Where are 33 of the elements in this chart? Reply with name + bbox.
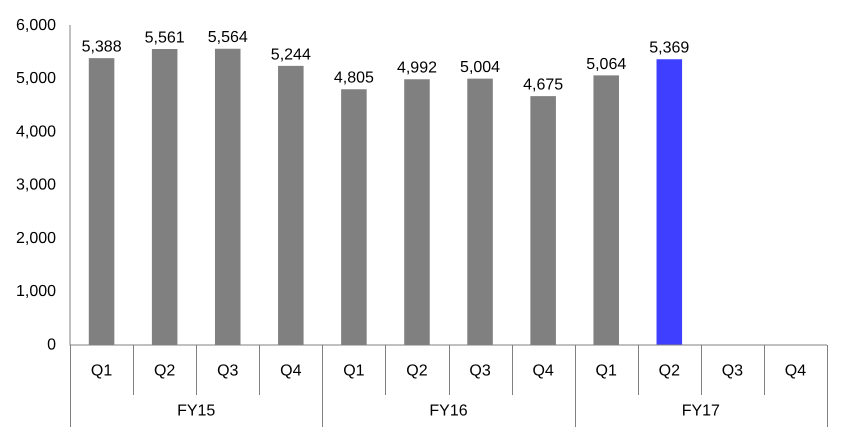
x-tick-label: Q1 bbox=[596, 362, 617, 380]
y-tick-label: 6,000 bbox=[16, 17, 56, 34]
data-label: 4,675 bbox=[523, 76, 564, 94]
y-tick-label: 0 bbox=[47, 336, 56, 354]
x-tick-label: Q2 bbox=[658, 362, 680, 380]
x-tick-label: Q1 bbox=[90, 362, 112, 380]
y-tick-label: 2,000 bbox=[16, 230, 56, 247]
data-label: 5,369 bbox=[649, 40, 690, 57]
text: FY15 bbox=[177, 402, 216, 420]
x-tick-label: Q3 bbox=[469, 362, 491, 380]
x-tick-label: Q2 bbox=[406, 362, 428, 380]
x-tick-label: Q4 bbox=[532, 362, 554, 380]
y-tick-label: 3,000 bbox=[16, 176, 56, 194]
y-tick-label: 5,000 bbox=[16, 70, 56, 88]
data-label: 4,992 bbox=[396, 60, 438, 77]
x-tick-label: Q3 bbox=[722, 362, 744, 380]
data-label: 5,004 bbox=[460, 59, 500, 76]
text: FY17 bbox=[682, 402, 720, 420]
data-label: 5,561 bbox=[144, 29, 185, 46]
x-tick-label: Q1 bbox=[343, 362, 365, 380]
data-label: 5,564 bbox=[208, 29, 248, 46]
data-label: 4,805 bbox=[334, 70, 374, 87]
data-label: 5,244 bbox=[270, 46, 311, 64]
x-tick-label: Q4 bbox=[784, 362, 806, 380]
x-tick-label: Q2 bbox=[154, 362, 176, 380]
data-label: 5,064 bbox=[586, 56, 626, 73]
x-tick-label: Q4 bbox=[280, 362, 302, 380]
y-tick-label: 1,000 bbox=[16, 283, 56, 300]
y-tick-label: 4,000 bbox=[16, 123, 56, 140]
data-label: 5,388 bbox=[82, 38, 122, 56]
text: FY16 bbox=[429, 402, 468, 420]
x-tick-label: Q3 bbox=[217, 362, 239, 380]
bar bbox=[656, 59, 682, 345]
